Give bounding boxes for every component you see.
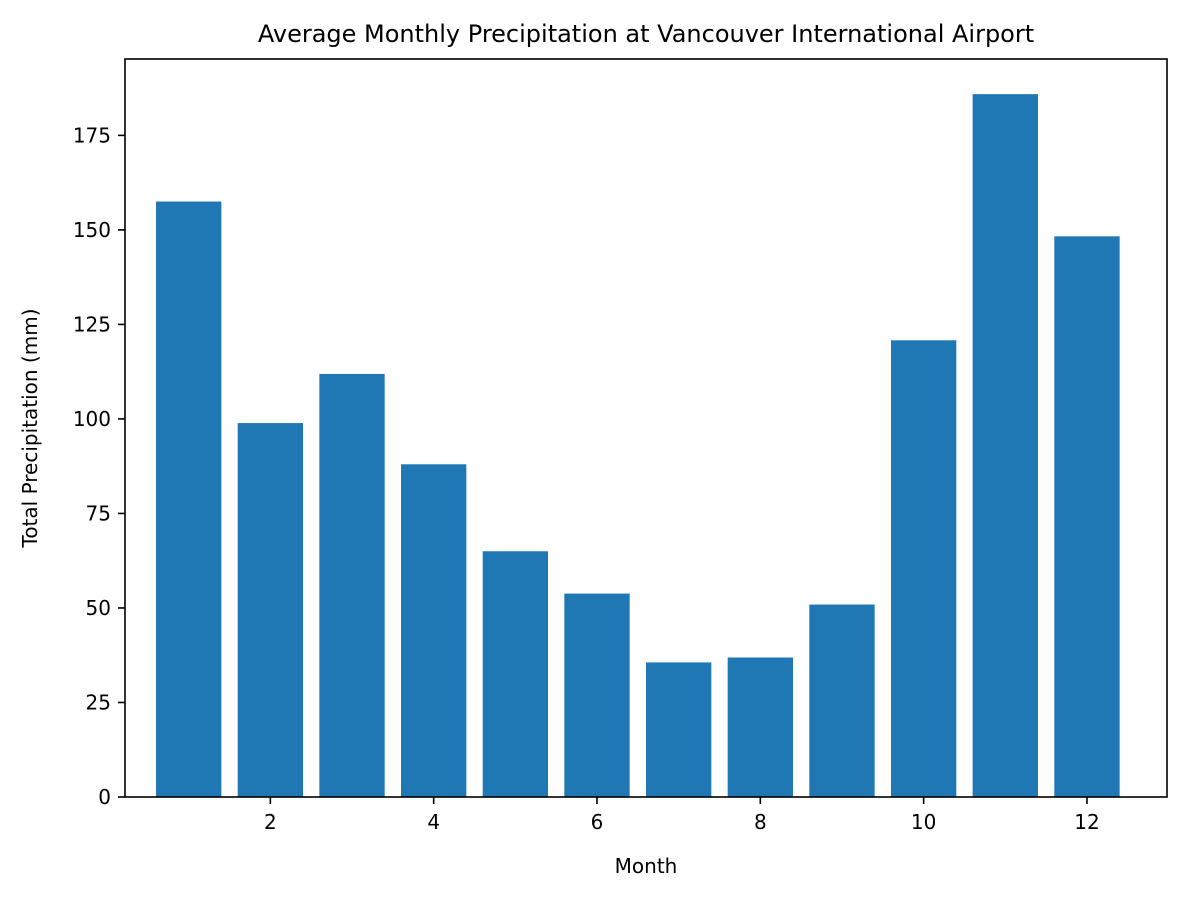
x-tick-label: 10 [911,810,936,834]
bar-month-11 [972,94,1038,797]
bars-group [156,94,1120,798]
plot-frame [124,58,1168,798]
bar-month-8 [727,657,793,797]
y-axis-label: Total Precipitation (mm) [18,308,42,548]
bar-month-4 [401,464,467,797]
y-tick-label: 150 [73,218,111,242]
chart-title: Average Monthly Precipitation at Vancouv… [258,20,1034,48]
y-axis-ticks: 0 25 50 75 100 125 150 175 [73,123,125,809]
y-tick-label: 0 [98,785,111,809]
y-tick-label: 125 [73,312,111,336]
bar-month-9 [809,604,875,797]
x-tick-label: 4 [427,810,440,834]
bar-month-2 [237,423,304,797]
bar-month-3 [319,373,385,797]
x-tick-label: 2 [264,810,277,834]
x-tick-label: 8 [754,810,767,834]
y-tick-label: 25 [86,690,111,714]
y-tick-label: 50 [86,596,111,620]
bar-month-12 [1054,236,1120,798]
bar-month-5 [482,551,549,797]
bar-month-1 [156,201,222,797]
y-tick-label: 75 [86,501,111,525]
y-tick-label: 100 [73,407,111,431]
bar-month-7 [646,662,712,797]
y-tick-label: 175 [73,123,111,147]
x-axis-label: Month [615,854,678,878]
bar-month-6 [564,593,630,797]
x-tick-label: 12 [1074,810,1099,834]
bar-month-10 [890,340,957,797]
x-tick-label: 6 [591,810,604,834]
x-axis-ticks: 2 4 6 8 10 12 [264,797,1100,834]
